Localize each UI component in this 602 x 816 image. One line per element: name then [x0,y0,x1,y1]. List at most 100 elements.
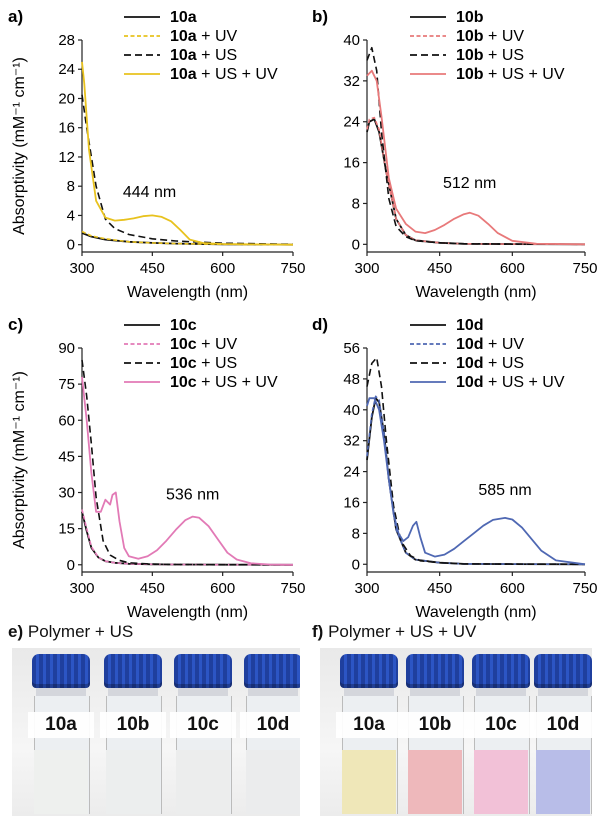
y-tick-label: 0 [352,556,360,573]
vial-label: 10c [170,712,236,738]
series-line-3 [366,397,586,566]
vial-10b: 10b [402,654,468,814]
y-tick-label: 12 [58,149,75,166]
legend-entry: 10b + US [456,47,524,64]
chart-panel-0: a) 0 4 8 12 16 20 24 28 300 450 600 750 Wavelength (n… [8,7,306,301]
legend-entry: 10b [456,9,484,26]
x-tick-label: 600 [500,260,525,277]
vial-photo-f: 10a 10b 10c 10d [320,648,592,816]
x-axis-label: Wavelength (nm) [415,604,536,621]
y-tick-label: 32 [343,433,360,450]
legend-entry: 10c [170,317,197,334]
vial-10c: 10c [170,654,236,814]
vial-liquid [106,750,160,814]
y-tick-label: 56 [343,340,360,357]
series-line-3 [81,61,294,246]
legend-entry: 10a [170,9,197,26]
y-tick-label: 16 [343,155,360,172]
x-tick-label: 300 [354,580,379,597]
vial-cap [104,654,162,688]
legend-entry: 10c + UV [170,336,237,353]
series-line-0 [366,397,586,566]
series-line-2 [81,359,294,566]
y-tick-label: 8 [352,195,360,212]
photo-caption-f: f) Polymer + US + UV [312,622,477,641]
chart-panel-2: c) 0 15 30 45 60 75 90 300 450 600 750 Wavelength (n… [8,315,306,621]
y-tick-label: 16 [343,494,360,511]
y-tick-label: 32 [343,73,360,90]
vial-label: 10a [28,712,94,738]
series-line-0 [81,232,294,246]
panel-label: b) [312,7,328,26]
y-tick-label: 45 [58,448,75,465]
photo-caption-e: e) Polymer + US [8,622,134,641]
peak-annotation: 512 nm [443,175,496,192]
series-line-3 [366,69,586,246]
y-tick-label: 24 [58,61,75,78]
panel-label: d) [312,315,328,334]
vial-neck [36,688,86,696]
vial-cap [32,654,90,688]
y-tick-label: 8 [67,178,75,195]
x-axis-label: Wavelength (nm) [415,284,536,301]
vial-label: 10a [336,712,402,738]
vial-label: 10d [530,712,592,738]
vial-10b: 10b [100,654,166,814]
legend-entry: 10d + US + UV [456,374,565,391]
y-tick-label: 16 [58,120,75,137]
y-tick-label: 90 [58,340,75,357]
x-tick-label: 600 [500,580,525,597]
x-tick-label: 450 [427,580,452,597]
vial-10d: 10d [530,654,592,814]
legend-entry: 10a + US + UV [170,66,278,83]
legend-entry: 10c + US [170,355,237,372]
y-tick-label: 0 [352,236,360,253]
vial-liquid [342,750,396,814]
vial-10a: 10a [336,654,402,814]
x-tick-label: 450 [140,580,165,597]
series-line-1 [366,116,586,246]
vial-liquid [536,750,590,814]
series-line-2 [366,46,586,246]
vial-cap [472,654,530,688]
vial-neck [178,688,228,696]
vial-liquid [474,750,528,814]
vial-liquid [408,750,462,814]
x-tick-label: 750 [280,260,305,277]
y-axis-label: Absorptivity (mM⁻¹ cm⁻¹) [11,371,28,549]
x-axis-label: Wavelength (nm) [127,604,248,621]
x-axis-label: Wavelength (nm) [127,284,248,301]
legend-entry: 10b + US + UV [456,66,565,83]
legend-entry: 10a + US [170,47,237,64]
series-line-2 [81,94,294,246]
y-tick-label: 0 [67,237,75,254]
y-tick-label: 24 [343,464,360,481]
legend-entry: 10d [456,317,484,334]
vial-neck [476,688,526,696]
y-tick-label: 48 [343,371,360,388]
x-tick-label: 600 [210,580,235,597]
x-tick-label: 450 [140,260,165,277]
x-tick-label: 600 [210,260,235,277]
vial-cap [534,654,592,688]
panel-label: a) [8,7,23,26]
x-tick-label: 300 [69,580,94,597]
vial-liquid [246,750,300,814]
chart-panel-1: b) 0 8 16 24 32 40 300 450 600 750 Wavelength (nm) 5… [312,7,598,301]
y-tick-label: 24 [343,114,360,131]
vial-cap [406,654,464,688]
y-tick-label: 30 [58,485,75,502]
legend-entry: 10b + UV [456,28,524,45]
vial-neck [344,688,394,696]
x-tick-label: 750 [572,260,597,277]
vial-neck [248,688,298,696]
series-line-2 [366,356,586,566]
vial-cap [174,654,232,688]
vial-neck [410,688,460,696]
legend-entry: 10d + US [456,355,524,372]
y-tick-label: 8 [352,525,360,542]
vial-10c: 10c [468,654,534,814]
legend-entry: 10a + UV [170,28,237,45]
legend-entry: 10d + UV [456,336,524,353]
